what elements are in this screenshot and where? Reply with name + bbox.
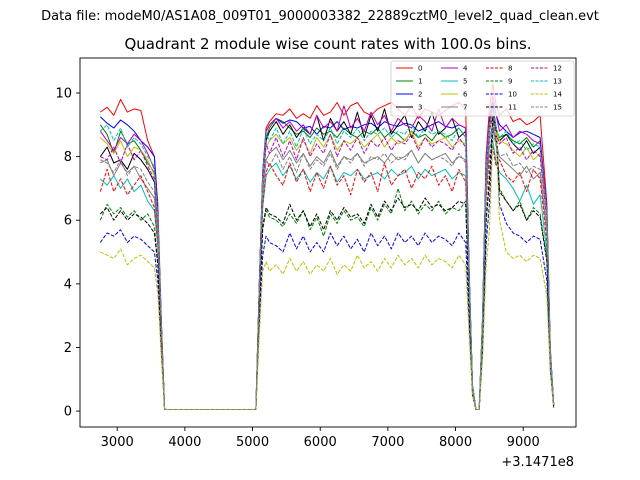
y-tick-label: 6 (64, 214, 72, 229)
y-tick-label: 2 (64, 341, 72, 356)
legend-label-9: 9 (508, 78, 512, 86)
x-tick-label: 3000 (101, 435, 134, 450)
series-line-15 (100, 127, 555, 410)
tick-layer: 3000 4000 5000 6000 7000 8000 9000 0 2 4 6 8 10 (55, 86, 539, 450)
legend-label-3: 3 (418, 104, 422, 112)
x-tick-label: 4000 (168, 435, 201, 450)
x-tick-label: 7000 (371, 435, 404, 450)
series-line-14 (100, 130, 555, 410)
legend-label-5: 5 (463, 78, 467, 86)
chart-title: Quadrant 2 module wise count rates with … (124, 35, 531, 53)
legend-label-15: 15 (553, 104, 562, 112)
x-tick-label: 5000 (236, 435, 269, 450)
axes-frame (79, 57, 577, 428)
legend-label-2: 2 (418, 91, 422, 99)
legend-label-11: 11 (508, 104, 517, 112)
legend-label-10: 10 (508, 91, 517, 99)
legend-label-8: 8 (508, 65, 512, 73)
series-layer (99, 82, 555, 410)
legend-label-1: 1 (418, 78, 422, 86)
y-tick-label: 10 (55, 86, 72, 101)
legend-label-13: 13 (553, 78, 562, 86)
y-tick-label: 8 (64, 150, 72, 165)
legend-label-14: 14 (553, 91, 562, 99)
x-tick-label: 6000 (304, 435, 337, 450)
legend-label-4: 4 (463, 65, 468, 73)
y-tick-label: 4 (64, 277, 72, 292)
x-tick-label: 9000 (507, 435, 540, 450)
legend-label-6: 6 (463, 91, 468, 99)
y-tick-label: 0 (64, 405, 72, 420)
x-offset-text: +3.1471e8 (501, 455, 574, 470)
legend-label-7: 7 (463, 104, 467, 112)
legend-label-12: 12 (553, 65, 562, 73)
x-tick-label: 8000 (439, 435, 472, 450)
legend-label-0: 0 (418, 65, 422, 73)
figure-suptitle: Data file: modeM0/AS1A08_009T01_90000033… (41, 9, 599, 24)
legend-box (390, 60, 575, 117)
